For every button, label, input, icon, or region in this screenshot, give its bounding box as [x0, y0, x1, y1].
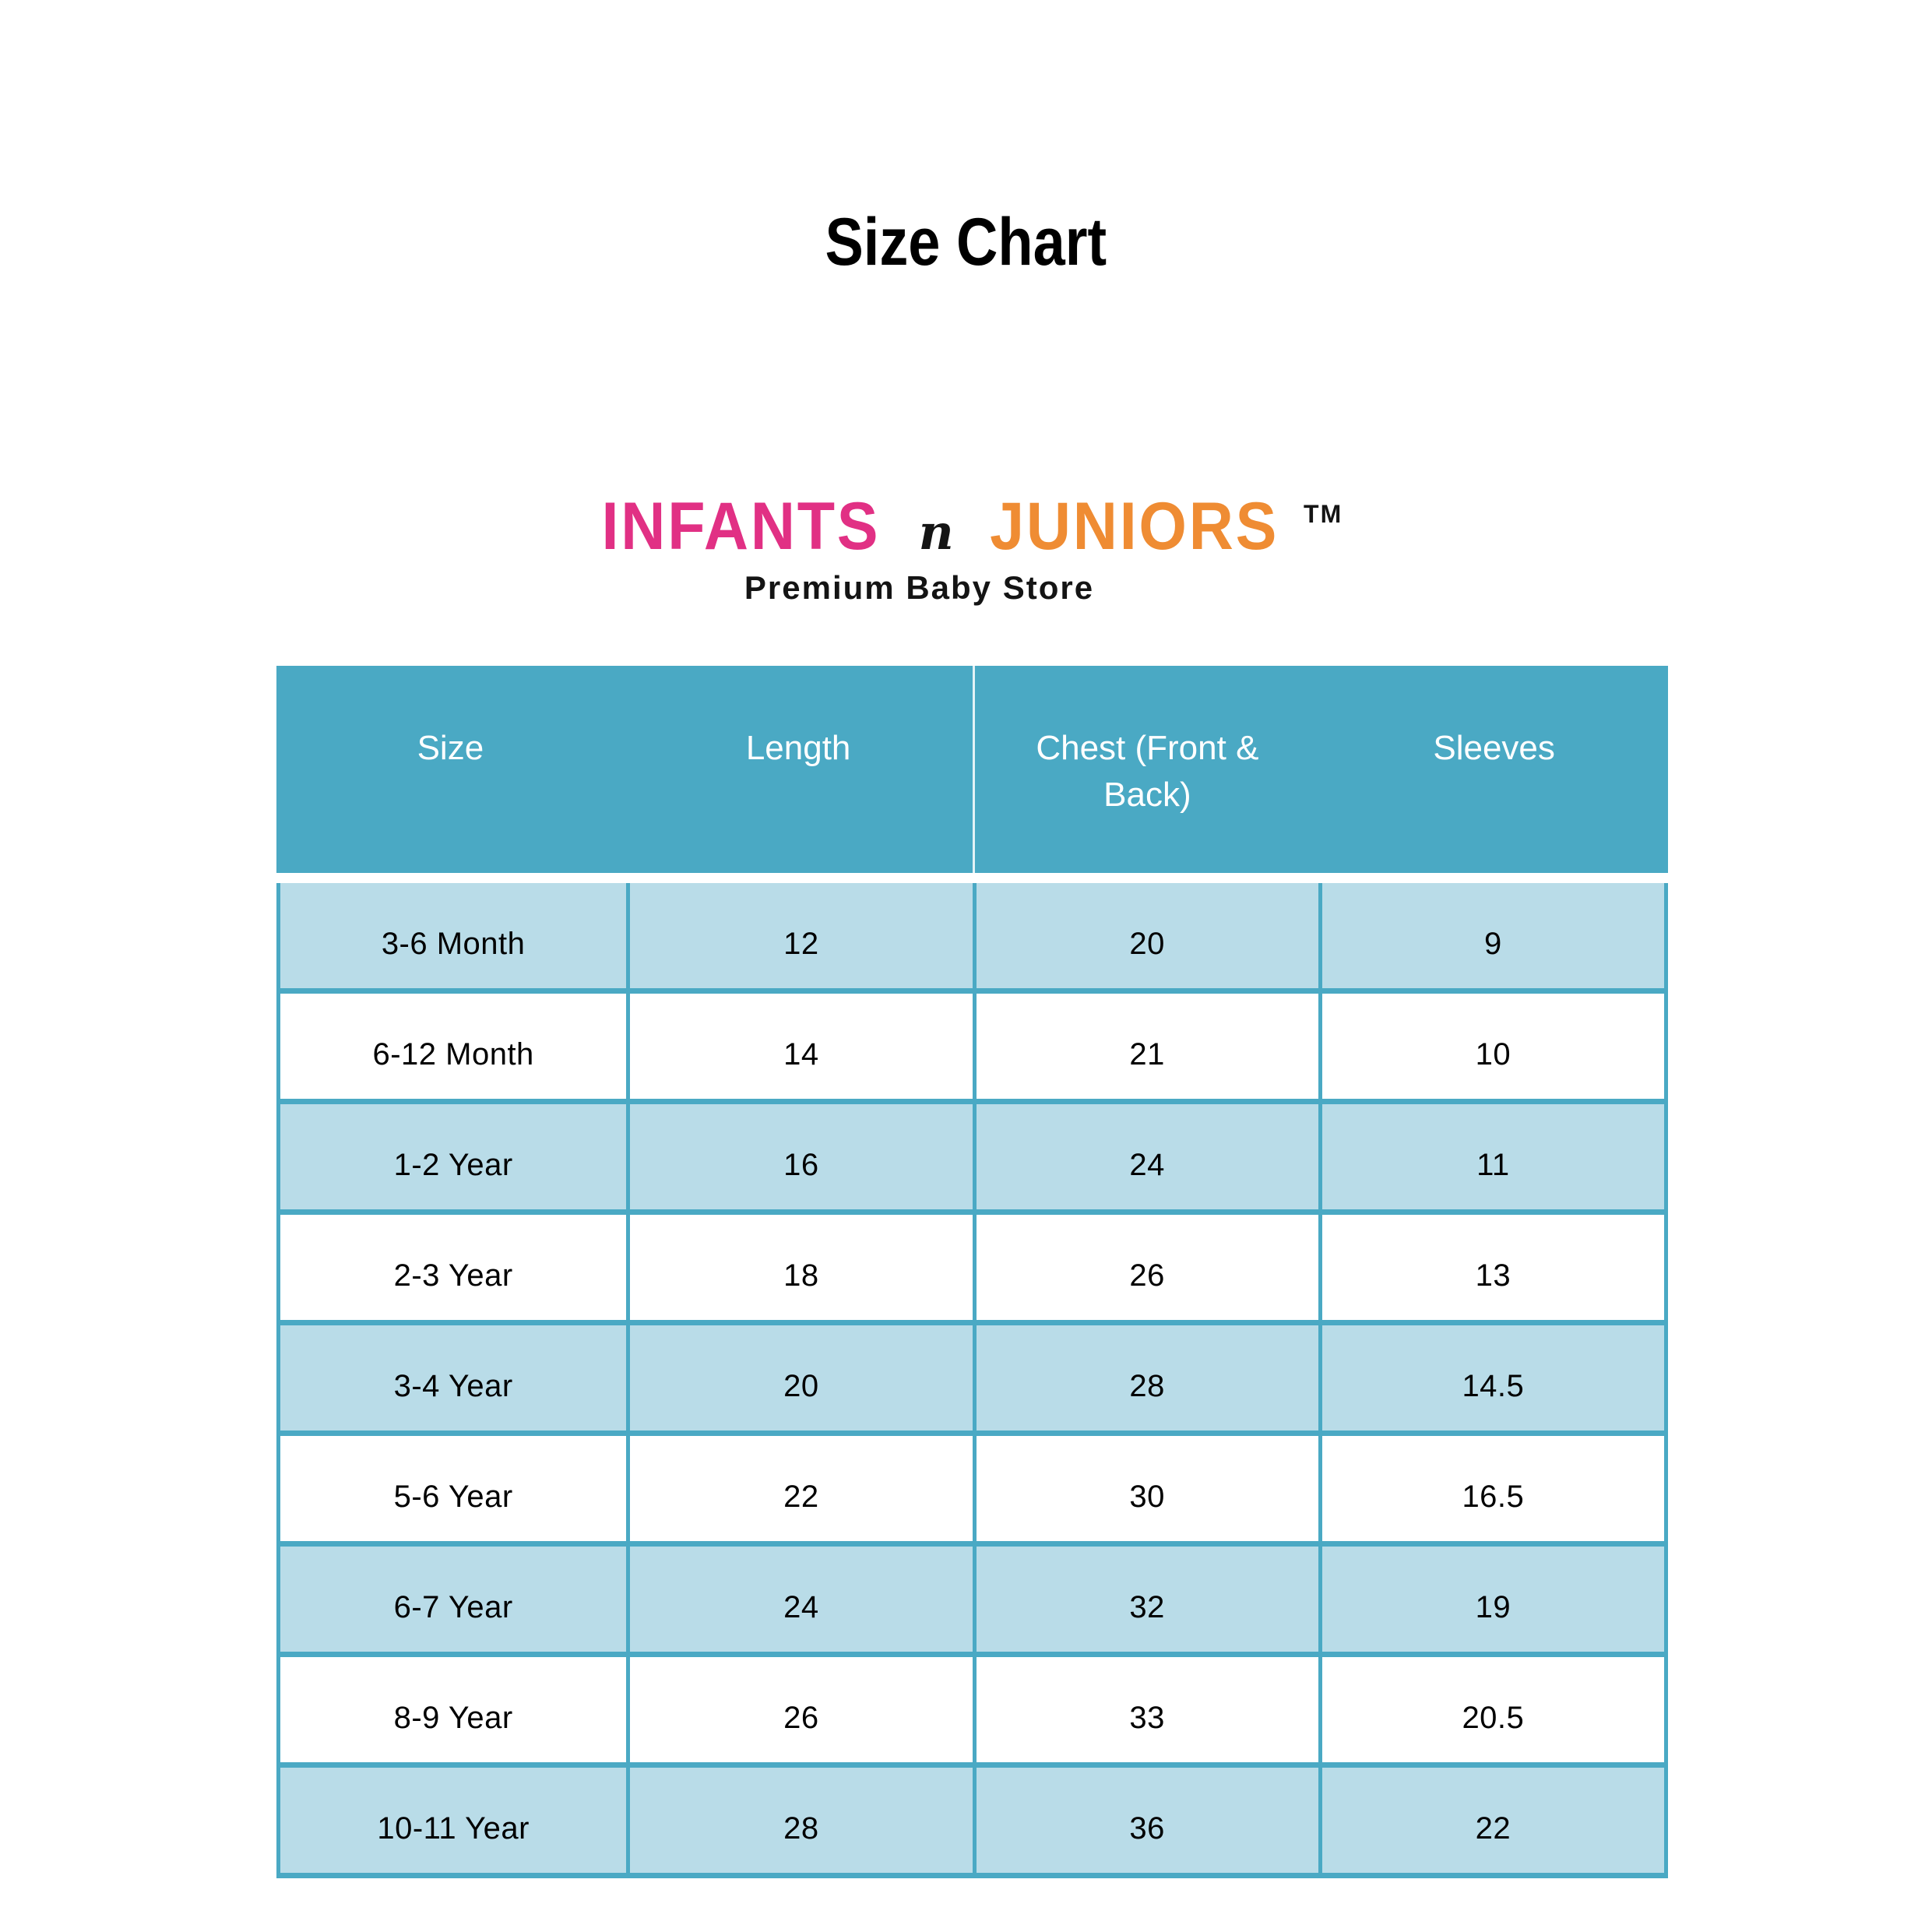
size-cell: 8-9 Year [393, 1701, 513, 1735]
sleeves-cell: 22 [1318, 1768, 1664, 1873]
page-title: Size Chart [0, 199, 1932, 285]
sleeves-cell: 16.5 [1318, 1436, 1664, 1541]
table-header-row: Size Length Chest (Front & Back) Sleeves [276, 666, 1668, 873]
length-cell: 16 [626, 1104, 972, 1209]
sleeves-cell: 20.5 [1318, 1657, 1664, 1762]
brand-name-juniors: JUNIORS [989, 489, 1279, 564]
trademark-superscript: TM [1304, 500, 1343, 528]
chest-cell: 30 [972, 1436, 1318, 1541]
table-row: 5-6 Year 22 30 16.5 [280, 1436, 1664, 1547]
length-cell: 22 [626, 1436, 972, 1541]
brand-tagline: Premium Baby Store [744, 569, 1095, 606]
chest-cell: 32 [972, 1547, 1318, 1652]
size-chart-table: Size Length Chest (Front & Back) Sleeves… [276, 666, 1668, 1878]
length-cell: 28 [626, 1768, 972, 1873]
table-row: 6-12 Month 14 21 10 [280, 994, 1664, 1104]
length-cell: 14 [626, 994, 972, 1099]
sleeves-cell: 11 [1318, 1104, 1664, 1209]
sleeves-cell: 9 [1318, 883, 1664, 988]
chest-cell: 28 [972, 1325, 1318, 1431]
column-header-length: Length [745, 729, 851, 767]
column-header-sleeves: Sleeves [1433, 729, 1555, 767]
brand-script-n: n [918, 504, 954, 561]
length-cell: 24 [626, 1547, 972, 1652]
chest-cell: 33 [972, 1657, 1318, 1762]
table-row: 1-2 Year 16 24 11 [280, 1104, 1664, 1215]
sleeves-cell: 14.5 [1318, 1325, 1664, 1431]
brand-name-infants: INFANTS [601, 489, 881, 564]
chest-cell: 24 [972, 1104, 1318, 1209]
chest-cell: 26 [972, 1215, 1318, 1320]
length-cell: 26 [626, 1657, 972, 1762]
table-row: 3-4 Year 20 28 14.5 [280, 1325, 1664, 1436]
size-cell: 3-6 Month [381, 927, 526, 961]
brand-wordmark: INFANTS n JUNIORS TM [589, 493, 1343, 566]
brand-logo: INFANTS n JUNIORS TM Premium Baby Store [0, 493, 1932, 607]
size-cell: 6-7 Year [393, 1590, 513, 1624]
length-cell: 20 [626, 1325, 972, 1431]
size-cell: 1-2 Year [393, 1148, 513, 1182]
table-body: 3-6 Month 12 20 9 6-12 Month 14 21 10 1-… [276, 883, 1668, 1878]
size-cell: 2-3 Year [393, 1258, 513, 1293]
chest-cell: 20 [972, 883, 1318, 988]
size-cell: 10-11 Year [377, 1811, 530, 1846]
length-cell: 18 [626, 1215, 972, 1320]
chest-cell: 21 [972, 994, 1318, 1099]
sleeves-cell: 10 [1318, 994, 1664, 1099]
column-header-chest: Chest (Front & Back) [972, 666, 1321, 873]
table-row: 3-6 Month 12 20 9 [280, 883, 1664, 994]
table-row: 10-11 Year 28 36 22 [280, 1768, 1664, 1878]
size-cell: 5-6 Year [393, 1480, 513, 1514]
size-cell: 6-12 Month [372, 1037, 534, 1072]
table-row: 2-3 Year 18 26 13 [280, 1215, 1664, 1325]
page-title-text: Size Chart [825, 205, 1107, 280]
column-header-size: Size [417, 729, 484, 767]
table-row: 6-7 Year 24 32 19 [280, 1547, 1664, 1657]
length-cell: 12 [626, 883, 972, 988]
sleeves-cell: 19 [1318, 1547, 1664, 1652]
table-row: 8-9 Year 26 33 20.5 [280, 1657, 1664, 1768]
size-cell: 3-4 Year [393, 1369, 513, 1403]
sleeves-cell: 13 [1318, 1215, 1664, 1320]
header-body-gap [276, 873, 1668, 883]
chest-cell: 36 [972, 1768, 1318, 1873]
